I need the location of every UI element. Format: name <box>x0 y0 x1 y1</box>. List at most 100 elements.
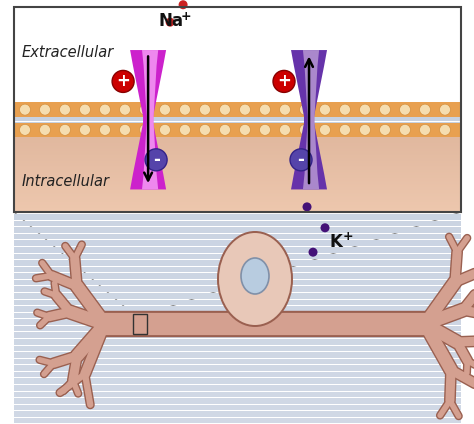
Bar <box>14 162 461 167</box>
Circle shape <box>119 124 130 135</box>
Bar <box>14 150 461 152</box>
Circle shape <box>239 104 250 115</box>
Bar <box>14 205 461 207</box>
Circle shape <box>380 124 391 135</box>
Bar <box>14 138 461 140</box>
Bar <box>14 122 461 128</box>
Bar <box>14 187 461 190</box>
Bar <box>14 206 461 209</box>
Bar <box>14 372 461 377</box>
Bar <box>14 194 461 200</box>
Bar <box>14 172 461 175</box>
Bar <box>14 181 461 184</box>
Bar <box>14 189 461 191</box>
Bar <box>14 202 461 204</box>
Polygon shape <box>303 50 319 190</box>
Ellipse shape <box>217 231 293 327</box>
Bar <box>14 167 461 170</box>
Polygon shape <box>291 50 327 190</box>
Bar <box>14 128 461 134</box>
Circle shape <box>200 104 210 115</box>
Bar <box>14 404 461 410</box>
Bar <box>14 234 461 240</box>
Bar <box>14 398 461 404</box>
Circle shape <box>60 124 71 135</box>
Bar <box>14 207 461 213</box>
Bar <box>14 163 461 166</box>
Bar <box>14 198 461 200</box>
Circle shape <box>180 124 191 135</box>
Bar <box>14 141 461 143</box>
Bar <box>14 254 461 259</box>
Bar <box>14 178 461 181</box>
Circle shape <box>320 223 329 232</box>
Bar <box>14 204 461 206</box>
Bar <box>14 199 461 201</box>
Circle shape <box>280 104 291 115</box>
Circle shape <box>302 202 311 212</box>
Circle shape <box>80 124 91 135</box>
Bar <box>14 214 461 220</box>
Bar <box>14 180 461 182</box>
Ellipse shape <box>241 258 269 294</box>
Bar <box>14 208 461 210</box>
Bar <box>14 220 461 226</box>
Bar <box>14 168 461 174</box>
Text: +: + <box>116 73 130 90</box>
Bar <box>14 306 461 312</box>
Circle shape <box>300 124 310 135</box>
Bar <box>14 156 461 158</box>
Bar <box>14 165 461 167</box>
Circle shape <box>100 104 110 115</box>
Bar <box>14 175 461 178</box>
Circle shape <box>273 70 295 92</box>
Circle shape <box>80 104 91 115</box>
Circle shape <box>439 104 450 115</box>
Circle shape <box>419 124 430 135</box>
Bar <box>14 102 461 117</box>
Bar <box>14 209 461 212</box>
Bar <box>14 365 461 371</box>
Circle shape <box>239 124 250 135</box>
Bar <box>14 184 461 187</box>
Bar <box>14 192 461 194</box>
Bar <box>14 267 461 272</box>
Bar <box>14 196 461 198</box>
Circle shape <box>119 104 130 115</box>
Circle shape <box>39 124 51 135</box>
Bar <box>14 359 461 364</box>
Circle shape <box>300 104 310 115</box>
Bar <box>14 312 461 318</box>
Circle shape <box>309 248 318 257</box>
Bar <box>14 148 461 154</box>
Circle shape <box>19 104 30 115</box>
Circle shape <box>259 124 271 135</box>
Circle shape <box>145 149 167 171</box>
Bar <box>14 193 461 195</box>
Bar <box>133 314 147 334</box>
Bar <box>14 286 461 292</box>
Circle shape <box>139 104 151 115</box>
Circle shape <box>400 104 410 115</box>
Text: +: + <box>181 9 191 22</box>
Bar <box>14 154 461 156</box>
Bar <box>14 102 461 108</box>
Circle shape <box>100 124 110 135</box>
Bar <box>14 346 461 351</box>
Bar <box>14 157 461 159</box>
Circle shape <box>439 124 450 135</box>
Bar <box>14 195 461 197</box>
Text: +: + <box>343 230 354 243</box>
Circle shape <box>179 0 188 9</box>
Circle shape <box>39 104 51 115</box>
Bar <box>14 391 461 397</box>
Bar <box>14 153 461 155</box>
Bar <box>14 319 461 325</box>
Bar <box>14 418 461 424</box>
Text: -: - <box>298 151 304 169</box>
Bar <box>14 162 461 164</box>
Bar <box>14 166 461 169</box>
Bar <box>14 151 461 153</box>
Bar <box>14 160 461 163</box>
Circle shape <box>339 124 350 135</box>
